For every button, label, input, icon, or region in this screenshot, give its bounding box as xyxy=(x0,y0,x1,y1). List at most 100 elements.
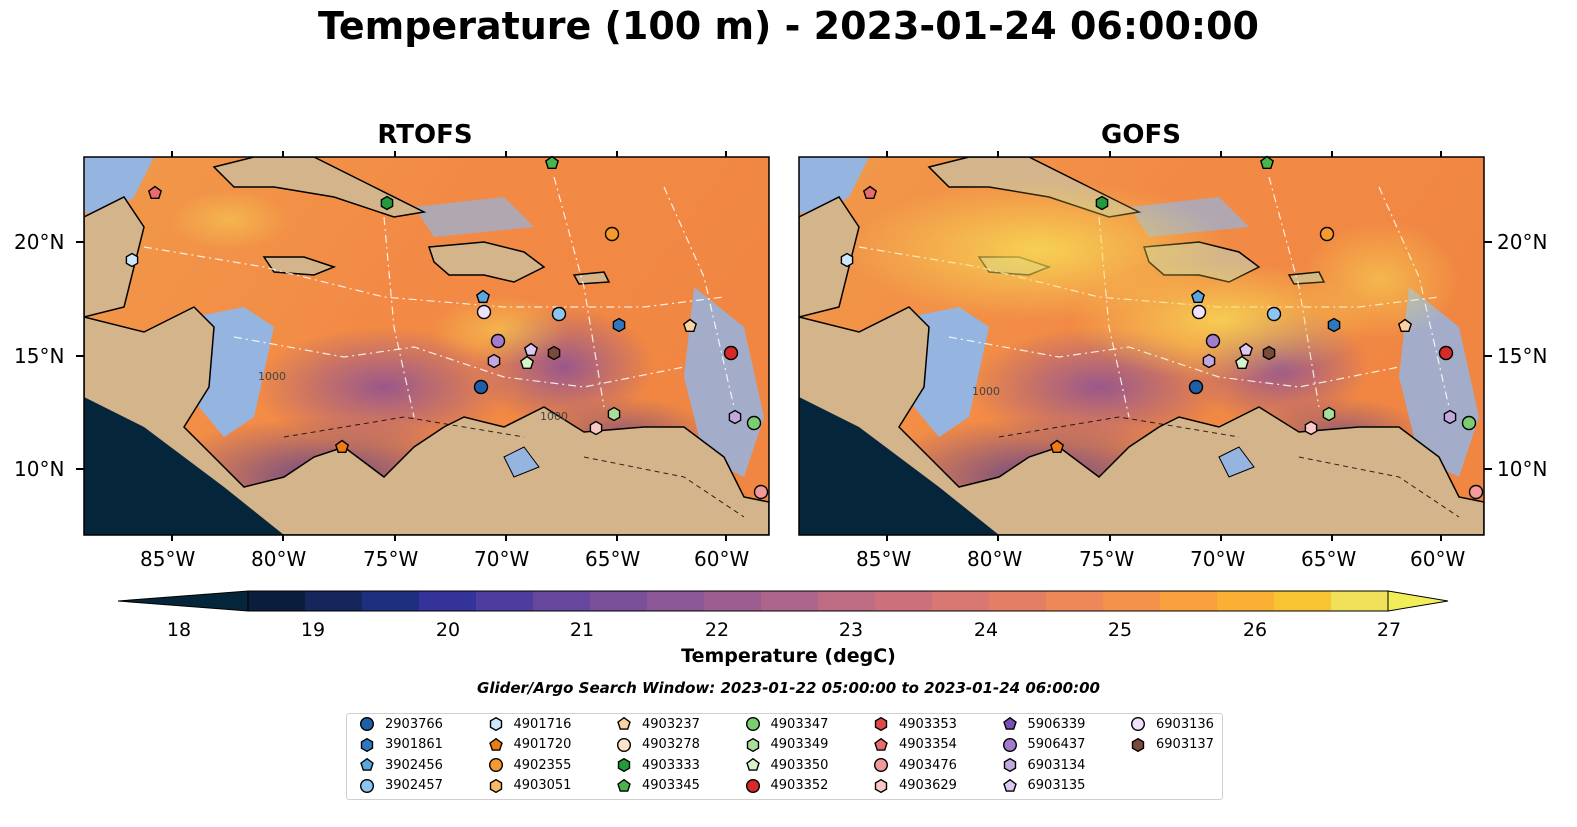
circle-marker-icon xyxy=(488,757,503,773)
colorbar-segment xyxy=(1274,591,1332,611)
float-marker-4903349 xyxy=(607,406,621,422)
legend-label: 4903476 xyxy=(899,757,957,773)
legend-item: 5906437 xyxy=(1002,737,1086,753)
float-marker-3902457 xyxy=(1266,306,1282,322)
colorbar-segment xyxy=(533,591,591,611)
float-marker-4903350 xyxy=(1234,355,1250,369)
float-marker-4903352 xyxy=(1438,345,1454,361)
float-marker-4903347 xyxy=(1461,415,1477,431)
hexagon-marker-icon xyxy=(489,716,502,732)
colorbar-min-extend xyxy=(117,590,249,612)
circle-marker-icon xyxy=(745,716,760,732)
float-marker-4903237 xyxy=(682,318,698,332)
float-marker-4901716 xyxy=(125,252,139,268)
float-marker-4903237 xyxy=(1397,318,1413,332)
pentagon-marker-icon xyxy=(488,737,503,751)
colorbar-segment xyxy=(818,591,876,611)
legend-label: 3901861 xyxy=(385,737,443,752)
lon-label-60w: 60°W xyxy=(1410,547,1466,571)
legend-label: 4901716 xyxy=(513,716,572,732)
legend-item: 5906339 xyxy=(1002,716,1086,732)
legend-item: 4903347 xyxy=(745,716,828,732)
legend-item: 6903136 xyxy=(1130,716,1214,732)
float-marker-4901720 xyxy=(334,439,350,453)
float-marker-4903352 xyxy=(723,345,739,361)
legend-label: 5906339 xyxy=(1027,716,1086,732)
legend-item: 4903333 xyxy=(616,757,700,773)
hexagon-marker-icon xyxy=(360,737,374,752)
colorbar-segment xyxy=(875,591,933,611)
legend-item: 4901720 xyxy=(488,737,571,753)
legend-item: 6903137 xyxy=(1130,737,1214,753)
colorbar-segment xyxy=(1160,591,1218,611)
legend-label: 4903629 xyxy=(899,778,957,793)
float-marker-3901861 xyxy=(1327,317,1341,333)
float-marker-6903134 xyxy=(487,353,501,369)
float-marker-4902355 xyxy=(604,226,620,242)
hexagon-marker-icon xyxy=(1003,757,1016,773)
legend-item: 2903766 xyxy=(359,716,443,732)
contour-label: 1000 xyxy=(972,385,1000,398)
legend-item: 4903354 xyxy=(873,737,957,753)
legend-label: 3902457 xyxy=(385,778,443,793)
colorbar-segment xyxy=(932,591,990,611)
lon-label-75w: 75°W xyxy=(363,547,419,571)
legend-label: 3902456 xyxy=(385,757,443,773)
colorbar-segment xyxy=(1046,591,1104,611)
colorbar-segment xyxy=(1217,591,1275,611)
float-marker-4903350 xyxy=(519,355,535,369)
legend-item: 6903135 xyxy=(1002,778,1086,794)
colorbar-segment xyxy=(647,591,705,611)
legend-label: 6903135 xyxy=(1027,778,1086,793)
float-marker-4902355 xyxy=(1319,226,1335,242)
hexagon-marker-icon xyxy=(746,737,759,752)
legend-label: 6903136 xyxy=(1156,716,1214,732)
float-marker-4903476 xyxy=(1468,484,1484,500)
legend-label: 4903350 xyxy=(770,757,829,773)
lat-label-10n: 10°N xyxy=(14,457,65,481)
colorbar-segment xyxy=(248,591,306,611)
colorbar-segment xyxy=(362,591,420,611)
panel-title-gofs: GOFS xyxy=(1101,120,1181,150)
float-marker-2903766 xyxy=(473,379,489,395)
float-marker-6903136 xyxy=(476,304,492,320)
legend-item: 4901716 xyxy=(488,716,572,732)
pentagon-marker-icon xyxy=(1002,778,1017,792)
circle-marker-icon xyxy=(1130,716,1146,732)
float-marker-6903136 xyxy=(1191,304,1207,320)
hexagon-marker-icon xyxy=(489,778,502,793)
colorbar-segment xyxy=(476,591,534,611)
lat-label-15n: 15°N xyxy=(1497,344,1548,368)
lon-label-70w: 70°W xyxy=(1190,547,1246,571)
panel-title-rtofs: RTOFS xyxy=(377,120,473,150)
float-marker-6903137 xyxy=(547,345,561,361)
float-marker-4903333 xyxy=(1095,195,1109,211)
legend-label: 5906437 xyxy=(1027,737,1086,752)
legend-item: 4903237 xyxy=(616,716,700,732)
float-marker-4903349 xyxy=(1322,406,1336,422)
float-marker-4901716 xyxy=(840,252,854,268)
colorbar-segment xyxy=(1103,591,1161,611)
float-marker-4903347 xyxy=(746,415,762,431)
legend-label: 4903353 xyxy=(899,716,957,732)
circle-marker-icon xyxy=(745,778,760,793)
search-window-note: Glider/Argo Search Window: 2023-01-22 05… xyxy=(477,679,1100,697)
colorbar-segment xyxy=(761,591,819,611)
colorbar-max-extend xyxy=(1387,590,1449,612)
lon-label-80w: 80°W xyxy=(967,547,1023,571)
circle-marker-icon xyxy=(1002,737,1017,752)
pentagon-marker-icon xyxy=(874,737,888,751)
float-marker-6903135 xyxy=(523,342,539,356)
float-marker-3902457 xyxy=(551,306,567,322)
float-marker-4903345 xyxy=(544,155,560,170)
float-marker-6903134 xyxy=(1202,353,1216,369)
colorbar xyxy=(117,590,1449,612)
float-marker-4903354 xyxy=(147,185,163,200)
legend-label: 4903051 xyxy=(513,778,572,793)
colorbar-tick: 18 xyxy=(166,619,192,641)
legend-item: 3902456 xyxy=(359,757,443,773)
float-marker-3901861 xyxy=(612,317,626,333)
legend-label: 4903333 xyxy=(642,757,700,773)
circle-marker-icon xyxy=(873,757,889,773)
legend-item: 4903051 xyxy=(488,778,572,794)
